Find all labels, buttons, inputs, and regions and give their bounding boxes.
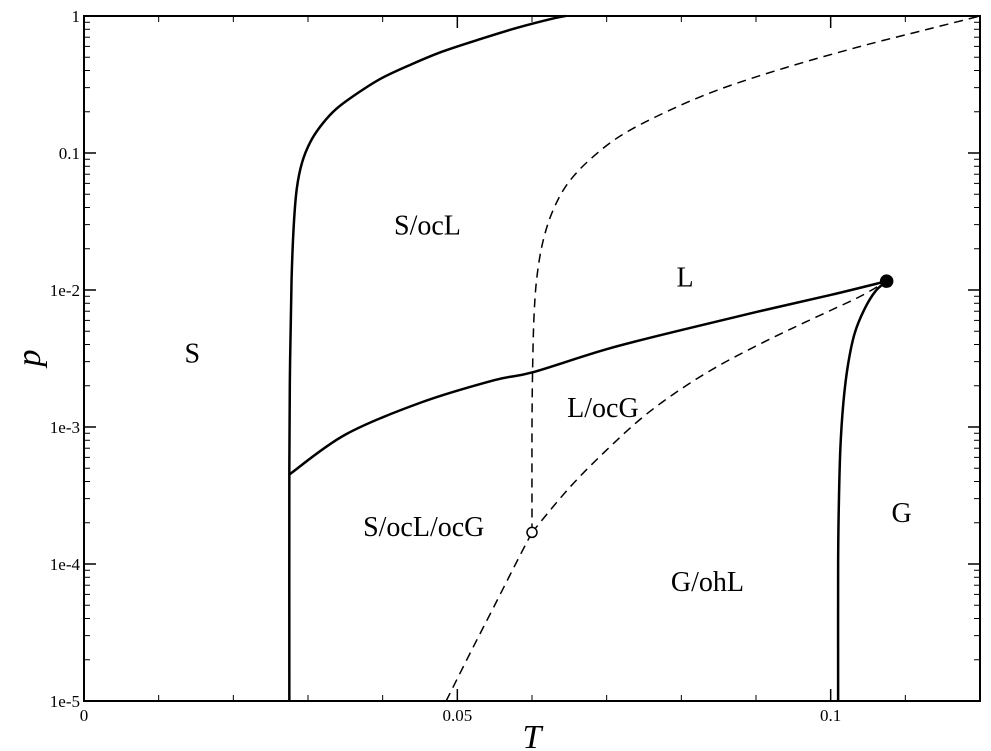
y-tick-label-1: 0.1 xyxy=(59,144,80,163)
y-tick-label-4: 1e-4 xyxy=(50,555,81,574)
y-tick-label-0: 1 xyxy=(72,7,81,26)
x-axis-title: T xyxy=(523,719,544,751)
region-label-3: L/ocG xyxy=(567,393,639,424)
y-tick-label-2: 1e-2 xyxy=(50,281,80,300)
region-label-2: L xyxy=(677,263,694,294)
region-label-5: G/ohL xyxy=(671,567,744,598)
triple-point xyxy=(526,526,538,539)
y-tick-label-5: 1e-5 xyxy=(50,692,80,711)
series-line-2 xyxy=(836,280,888,702)
series-layer xyxy=(288,14,981,702)
y-axis-title: p xyxy=(11,350,48,369)
series-line-5 xyxy=(531,280,888,533)
region-label-6: G xyxy=(891,498,911,529)
region-label-0: S xyxy=(184,338,200,369)
plot-frame xyxy=(83,15,981,702)
region-labels: S S/ocL L L/ocG S/ocL/ocG G/ohL G xyxy=(184,211,911,598)
x-tick-label-0: 0 xyxy=(80,706,89,725)
region-label-4: S/ocL/ocG xyxy=(363,512,484,543)
series-line-4 xyxy=(445,532,533,702)
series-line-1 xyxy=(288,279,887,476)
axis-tick-labels: 0 0.05 0.1 1 0.1 1e-2 1e-3 1e-4 1e-5 xyxy=(50,7,842,725)
x-tick-label-2: 0.1 xyxy=(820,706,841,725)
y-tick-label-3: 1e-3 xyxy=(50,418,80,437)
series-line-0 xyxy=(288,14,566,702)
region-label-1: S/ocL xyxy=(394,211,461,242)
axis-ticks xyxy=(83,15,981,702)
critical-point xyxy=(879,274,894,288)
x-tick-label-1: 0.05 xyxy=(442,706,472,725)
points-layer xyxy=(526,274,894,539)
series-line-3 xyxy=(531,15,981,533)
